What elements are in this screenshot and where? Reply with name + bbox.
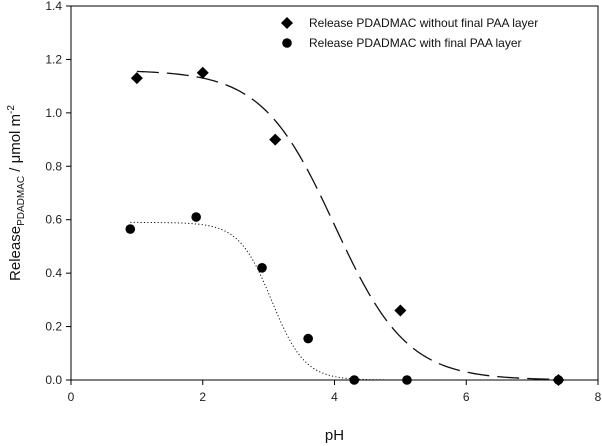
y-axis-label-unit: / μmol m — [7, 114, 24, 176]
y-tick-label: 1.0 — [45, 106, 62, 120]
plot-frame — [70, 5, 599, 381]
x-tick-label: 4 — [331, 390, 338, 404]
y-tick-label: 1.4 — [45, 0, 62, 13]
legend-label-series-2: Release PDADMAC with final PAA layer — [309, 36, 522, 50]
y-axis-label-superscript: -2 — [6, 105, 17, 114]
x-axis-label: pH — [325, 427, 344, 444]
y-tick-label: 0.4 — [45, 266, 62, 280]
data-point-series-2 — [402, 375, 412, 385]
x-tick-label: 8 — [595, 390, 602, 404]
data-point-series-2 — [349, 375, 360, 385]
fit-line-series-2 — [130, 221, 559, 381]
data-point-series-1 — [269, 133, 282, 146]
legend: Release PDADMAC without final PAA layer R… — [281, 16, 538, 50]
legend-label-series-1: Release PDADMAC without final PAA layer — [309, 16, 538, 30]
data-points — [125, 66, 565, 386]
y-axis-label-subscript: PDADMAC — [16, 176, 27, 226]
axes: 0 2 4 6 8 0.0 0.2 0.4 0.6 0.8 1.0 1.2 1.4 — [45, 0, 601, 404]
y-tick-label: 0.2 — [45, 320, 62, 334]
fit-line-series-1 — [136, 70, 559, 381]
y-tick-label: 0.0 — [45, 373, 62, 387]
data-point-series-1 — [394, 304, 407, 317]
data-point-series-1 — [130, 72, 143, 85]
x-tick-label: 0 — [68, 390, 75, 404]
y-axis-label-main: Release — [7, 226, 24, 281]
x-tick-label: 6 — [463, 390, 470, 404]
data-point-series-2 — [553, 375, 564, 385]
data-point-series-2 — [125, 224, 136, 234]
data-point-series-2 — [303, 333, 313, 344]
y-axis-label: ReleasePDADMAC / μmol m-2 — [6, 105, 27, 281]
data-point-series-1 — [196, 66, 209, 79]
x-tick-label: 2 — [199, 390, 206, 404]
legend-marker-series-1 — [281, 17, 293, 29]
y-tick-label: 0.6 — [45, 213, 62, 227]
data-point-series-2 — [257, 263, 267, 273]
y-tick-label: 1.2 — [45, 52, 62, 66]
y-tick-label: 0.8 — [45, 159, 62, 173]
fit-lines — [130, 70, 559, 381]
legend-marker-series-2 — [282, 38, 292, 48]
data-point-series-2 — [191, 212, 201, 222]
